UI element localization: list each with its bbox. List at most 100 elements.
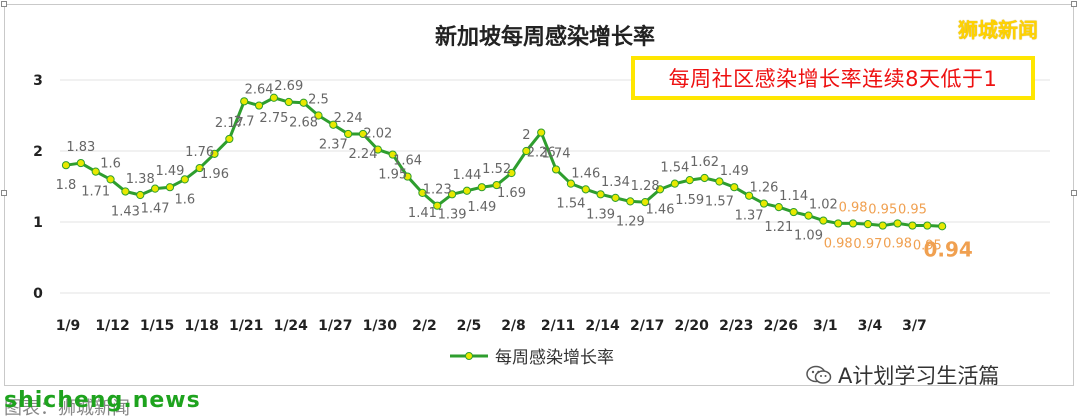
data-point <box>819 216 828 225</box>
data-point <box>299 98 308 107</box>
data-label: 2.5 <box>308 93 329 108</box>
data-label: 2.24 <box>334 111 363 126</box>
data-point <box>581 185 590 194</box>
y-axis-ticks: 0 1 2 3 <box>33 73 43 302</box>
data-point <box>759 199 769 208</box>
data-point <box>373 145 382 154</box>
data-label: 2.02 <box>363 127 392 142</box>
data-label: 1.96 <box>200 167 229 182</box>
data-point <box>314 111 323 120</box>
data-point <box>269 93 278 102</box>
data-label: 1.39 <box>586 207 615 222</box>
x-tick-label: 2/26 <box>764 318 798 334</box>
data-label: 1.54 <box>556 197 585 212</box>
x-tick-label: 1/12 <box>95 318 129 334</box>
data-point <box>923 221 932 230</box>
data-label: 2.7 <box>234 114 255 129</box>
data-label: 0.95 <box>898 203 927 218</box>
data-label: 2.68 <box>289 116 318 131</box>
data-point <box>626 197 635 206</box>
data-label: 1.76 <box>185 145 214 160</box>
x-tick-label: 3/7 <box>902 318 927 334</box>
data-point <box>344 129 353 139</box>
data-label: 1.74 <box>542 146 571 161</box>
x-tick-label: 1/21 <box>229 318 263 334</box>
data-point <box>433 201 442 210</box>
legend: 每周感染增长率 <box>450 348 614 368</box>
legend-marker-swatch <box>465 352 473 360</box>
resize-handle[interactable] <box>1071 190 1077 196</box>
data-label: 1.28 <box>631 179 660 194</box>
wechat-icon <box>806 365 832 384</box>
legend-label: 每周感染增长率 <box>495 348 614 368</box>
data-label: 1.49 <box>467 200 496 215</box>
x-tick-label: 1/30 <box>363 318 398 334</box>
data-point <box>225 134 234 144</box>
x-tick-label: 1/24 <box>274 318 309 334</box>
x-tick-label: 2/23 <box>719 318 753 334</box>
x-tick-label: 1/18 <box>184 318 218 334</box>
site-watermark: shicheng.news <box>4 388 201 413</box>
data-label: 1.02 <box>809 198 838 213</box>
y-tick-label: 0 <box>33 286 43 302</box>
y-tick-label: 1 <box>33 215 43 231</box>
x-tick-label: 2/14 <box>585 318 620 334</box>
data-label: 2 <box>522 128 530 143</box>
data-point <box>210 149 219 158</box>
x-tick-label: 1/27 <box>318 318 352 334</box>
data-point <box>522 146 531 156</box>
data-point <box>730 183 739 192</box>
data-point <box>195 163 204 173</box>
data-label: 2.37 <box>319 138 348 153</box>
data-point <box>180 175 189 184</box>
data-point <box>893 219 902 228</box>
data-label: 1.95 <box>378 168 407 183</box>
data-point <box>878 221 887 230</box>
data-point <box>254 101 264 110</box>
data-label: 1.21 <box>764 220 793 235</box>
callout-text: 每周社区感染增长率连续8天低于1 <box>668 67 998 91</box>
data-point <box>403 172 412 181</box>
data-point <box>284 97 293 107</box>
data-label: 1.49 <box>155 164 184 179</box>
data-label: 1.6 <box>100 156 121 171</box>
x-tick-label: 2/11 <box>541 318 575 334</box>
data-point <box>507 168 516 178</box>
callout-box: 每周社区感染增长率连续8天低于1 <box>631 56 1035 100</box>
data-point <box>551 165 561 174</box>
data-point <box>76 158 85 168</box>
data-label: 0.98 <box>839 200 868 215</box>
x-tick-label: 3/1 <box>813 318 838 334</box>
data-label: 1.64 <box>393 154 422 169</box>
data-label: 1.09 <box>794 229 823 244</box>
data-label: 1.44 <box>452 168 481 183</box>
resize-handle[interactable] <box>1 190 7 196</box>
data-label: 1.47 <box>141 202 170 217</box>
data-label: 1.46 <box>571 166 600 181</box>
x-tick-label: 2/20 <box>675 318 710 334</box>
data-point <box>358 129 368 139</box>
data-point <box>745 191 754 200</box>
resize-handle[interactable] <box>1071 1 1077 7</box>
data-label: 0.98 <box>883 236 912 251</box>
x-tick-label: 2/17 <box>630 318 664 334</box>
data-point <box>938 222 947 231</box>
data-point <box>448 190 457 199</box>
data-label: 2.24 <box>349 147 378 162</box>
x-tick-label: 2/8 <box>501 318 526 334</box>
data-point <box>165 183 175 192</box>
data-point <box>848 219 858 228</box>
x-axis-ticks: 1/9 1/12 1/15 1/18 1/21 1/24 1/27 1/30 2/2 2/5 2/8… <box>56 318 927 334</box>
data-label: 1.57 <box>705 195 734 210</box>
data-point <box>477 183 486 192</box>
data-point <box>106 175 115 184</box>
data-point <box>121 187 130 196</box>
x-tick-label: 3/4 <box>858 318 883 334</box>
brand-logo-text: 狮城新闻 <box>958 18 1038 42</box>
data-label: 1.23 <box>423 183 452 198</box>
data-point <box>715 177 724 186</box>
data-label: 0.97 <box>853 237 882 252</box>
data-label: 1.46 <box>646 202 675 217</box>
data-label: 1.29 <box>616 214 645 229</box>
resize-handle[interactable] <box>1 1 7 7</box>
